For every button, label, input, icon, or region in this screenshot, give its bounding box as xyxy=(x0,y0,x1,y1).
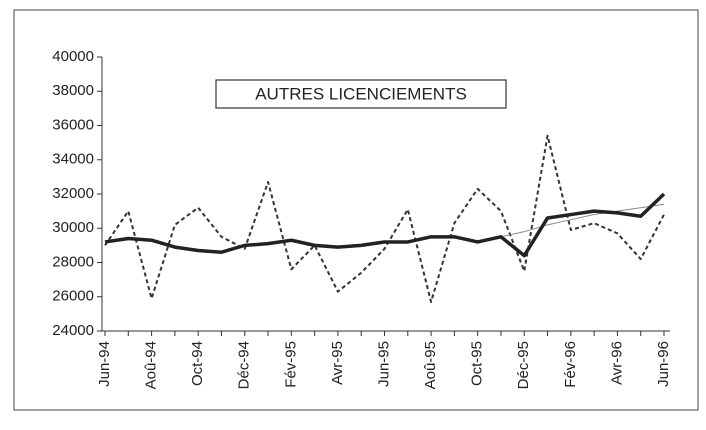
x-tick-label: Oct-95 xyxy=(469,341,486,386)
x-tick-label: Jun-95 xyxy=(375,341,392,387)
y-tick-label: 28000 xyxy=(52,253,94,270)
x-tick-label: Jun-94 xyxy=(96,341,113,387)
y-tick-label: 40000 xyxy=(52,48,94,65)
x-tick-label: Aoû-95 xyxy=(422,341,439,389)
x-tick-label: Déc-95 xyxy=(515,341,532,389)
y-tick-label: 34000 xyxy=(52,151,94,168)
y-tick-label: 36000 xyxy=(52,116,94,133)
chart-frame xyxy=(13,9,699,411)
y-tick-label: 32000 xyxy=(52,185,94,202)
series-line xyxy=(477,203,665,243)
chart-title: AUTRES LICENCIEMENTS xyxy=(255,84,467,103)
y-tick-label: 24000 xyxy=(52,322,94,339)
y-tick-label: 26000 xyxy=(52,288,94,305)
x-tick-label: Fév-95 xyxy=(282,341,299,388)
title-box xyxy=(215,79,507,109)
x-tick-label: Oct-94 xyxy=(189,341,206,386)
x-tick-label: Avr-95 xyxy=(329,341,346,385)
x-tick-label: Fév-96 xyxy=(562,341,579,388)
y-tick-label: 30000 xyxy=(52,219,94,236)
x-tick-label: Aoû-94 xyxy=(143,341,160,389)
x-tick-label: Avr-96 xyxy=(608,341,625,385)
series-line xyxy=(104,134,665,303)
y-tick-label: 38000 xyxy=(52,82,94,99)
series-line xyxy=(104,192,666,258)
x-tick-label: Jun-96 xyxy=(655,341,672,387)
x-tick-label: Déc-94 xyxy=(236,341,253,389)
